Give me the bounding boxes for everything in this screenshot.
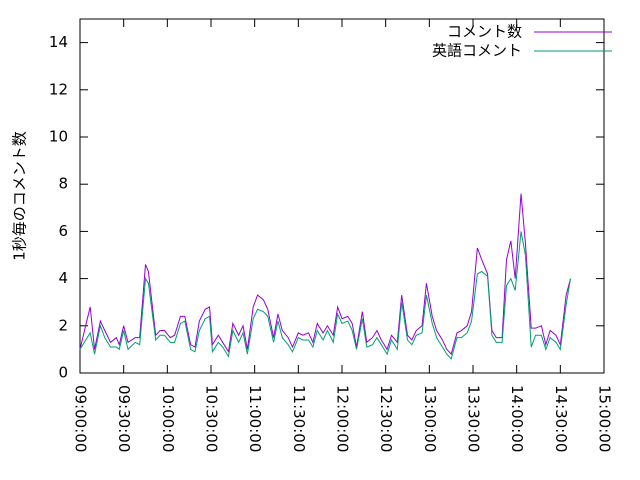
series-line — [79, 193, 572, 356]
x-tick-label: 11:00:00 — [246, 385, 264, 452]
x-tick-label: 11:30:00 — [290, 385, 308, 452]
x-tick-label: 12:00:00 — [334, 385, 352, 452]
x-tick-label: 14:30:00 — [552, 385, 570, 452]
legend-label: コメント数 — [447, 23, 522, 41]
y-tick-label: 12 — [49, 80, 68, 98]
series-line — [79, 231, 572, 360]
y-tick-label: 2 — [58, 316, 68, 334]
y-tick-label: 10 — [49, 128, 68, 146]
x-tick-label: 10:00:00 — [159, 385, 177, 452]
x-tick-label: 10:30:00 — [203, 385, 221, 452]
y-axis-label: 1秒毎のコメント数 — [11, 131, 29, 261]
x-tick-label: 13:30:00 — [465, 385, 483, 452]
y-tick-label: 8 — [58, 175, 68, 193]
x-tick-label: 13:00:00 — [421, 385, 439, 452]
y-tick-label: 0 — [58, 364, 68, 382]
x-tick-label: 09:00:00 — [72, 385, 90, 452]
legend-label: 英語コメント — [432, 42, 522, 60]
x-tick-label: 15:00:00 — [596, 385, 614, 452]
y-tick-label: 14 — [49, 33, 68, 51]
y-tick-label: 6 — [58, 222, 68, 240]
x-tick-label: 09:30:00 — [115, 385, 133, 452]
y-tick-label: 4 — [58, 269, 68, 287]
x-tick-label: 14:00:00 — [508, 385, 526, 452]
plot-border — [79, 18, 605, 374]
x-tick-label: 12:30:00 — [377, 385, 395, 452]
